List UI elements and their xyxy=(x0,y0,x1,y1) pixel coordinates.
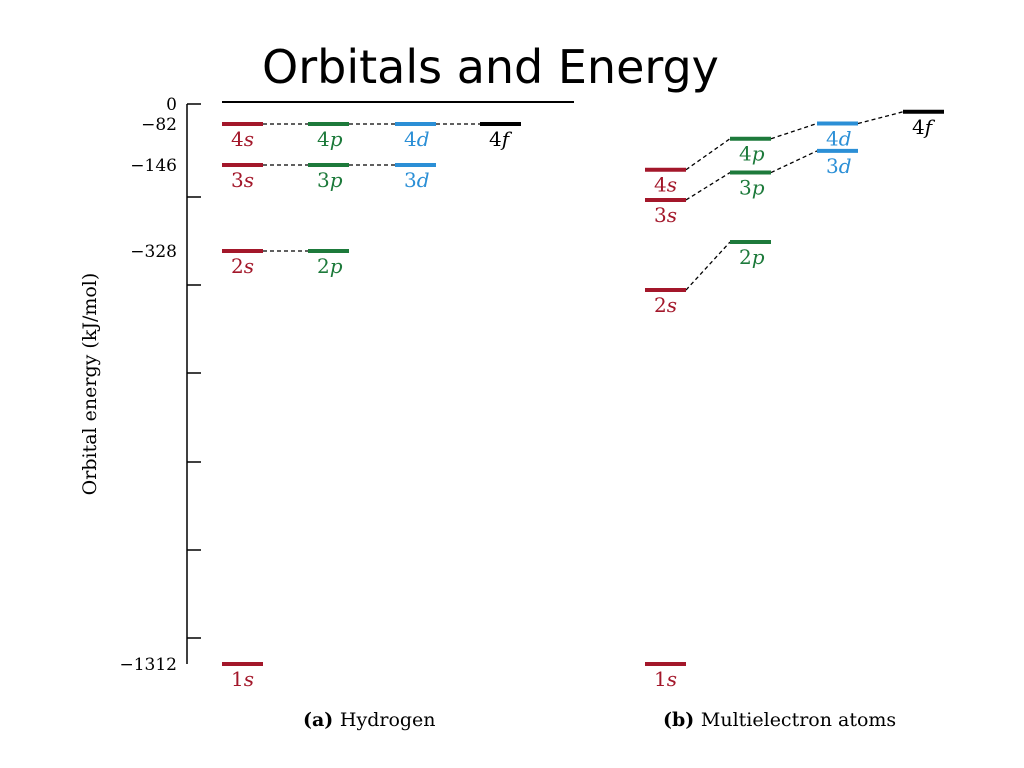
level-label-hydrogen-4d: 4d xyxy=(404,127,430,151)
level-label-multielectron-4d: 4d xyxy=(826,127,852,151)
level-label-hydrogen-2s: 2s xyxy=(231,254,254,278)
y-axis-title: Orbital energy (kJ/mol) xyxy=(79,273,101,496)
dashed-connector xyxy=(770,150,818,174)
level-label-hydrogen-3d: 3d xyxy=(404,168,430,192)
level-label-multielectron-4s: 4s xyxy=(654,173,677,197)
level-label-hydrogen-2p: 2p xyxy=(317,254,343,278)
y-tick-label: −146 xyxy=(130,156,177,176)
dashed-connector xyxy=(770,122,818,140)
y-tick-label: −328 xyxy=(130,242,177,262)
y-tick-label: 0 xyxy=(166,95,177,115)
dashed-connector xyxy=(685,172,731,201)
dashed-connector xyxy=(685,138,731,171)
slide-title: Orbitals and Energy xyxy=(262,40,719,94)
y-tick-label: −82 xyxy=(141,115,177,135)
level-label-hydrogen-1s: 1s xyxy=(231,667,254,691)
level-label-hydrogen-4p: 4p xyxy=(317,127,343,151)
dashed-connector xyxy=(685,241,731,291)
level-label-multielectron-3d: 3d xyxy=(826,154,852,178)
level-label-multielectron-3s: 3s xyxy=(654,203,677,227)
dashed-connector xyxy=(857,111,904,125)
panel-caption-multielectron: (b) Multielectron atoms xyxy=(663,709,896,731)
level-label-hydrogen-4s: 4s xyxy=(231,127,254,151)
level-label-hydrogen-3s: 3s xyxy=(231,168,254,192)
level-label-multielectron-1s: 1s xyxy=(654,667,677,691)
level-label-hydrogen-3p: 3p xyxy=(317,168,343,192)
level-label-multielectron-3p: 3p xyxy=(739,176,765,200)
level-label-multielectron-4p: 4p xyxy=(739,142,765,166)
title-underline xyxy=(222,101,574,103)
panel-caption-hydrogen: (a) Hydrogen xyxy=(303,709,436,731)
level-label-multielectron-2p: 2p xyxy=(739,245,765,269)
level-label-multielectron-4f: 4f xyxy=(912,115,936,139)
y-tick-label: −1312 xyxy=(119,655,177,675)
level-label-hydrogen-4f: 4f xyxy=(489,127,513,151)
level-label-multielectron-2s: 2s xyxy=(654,293,677,317)
